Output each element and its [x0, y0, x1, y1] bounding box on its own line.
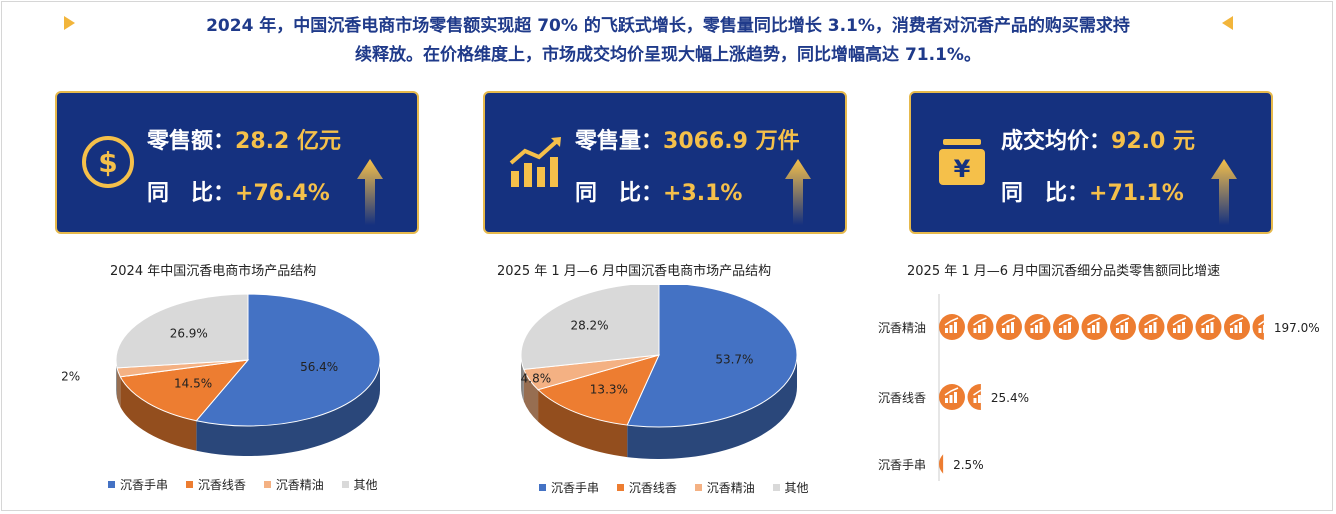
kpi-label-line: 零售额：28.2 亿元	[147, 129, 341, 154]
headline: 2024 年，中国沉香电商市场零售额实现超 70% 的飞跃式增长，零售量同比增长…	[60, 12, 1276, 70]
svg-text:$: $	[98, 146, 117, 179]
kpi-label-line: 零售量：3066.9 万件	[575, 129, 800, 154]
growth-chart-icon	[939, 384, 965, 410]
headline-line-1: 2024 年，中国沉香电商市场零售额实现超 70% 的飞跃式增长，零售量同比增长…	[206, 16, 1130, 36]
pie-slice-side	[120, 376, 197, 451]
svg-text:¥: ¥	[954, 155, 971, 183]
pie-slice-1	[626, 285, 798, 428]
growth-icon-bar-chart: 沉香精油 197.0% 沉香线香 25.4% 沉香手串 2.5%	[878, 294, 1320, 481]
legend-item: 其他	[341, 476, 378, 493]
pie-slice-side	[538, 389, 628, 458]
kpi-yoy-line: 同 比：+3.1%	[575, 181, 743, 206]
pie-chart-2024: 56.4% 14.5% 2.2% 26.9%	[60, 293, 381, 456]
bar-category-label: 沉香线香	[878, 391, 926, 405]
left-arrow-mark-icon	[64, 16, 75, 30]
legend-item: 沉香线香	[616, 479, 677, 496]
legend-item: 沉香手串	[108, 476, 168, 493]
bar-1	[939, 314, 1264, 340]
pie-chart-2025h1: 53.7% 13.3% 4.8% 28.2%	[520, 285, 798, 459]
growth-chart-icon	[939, 454, 944, 474]
growth-chart-icon	[967, 314, 994, 340]
bar-value-label: 2.5%	[953, 458, 984, 472]
pie-slice-side	[196, 360, 380, 456]
legend-item: 沉香手串	[539, 479, 599, 496]
pie-slice-side	[116, 367, 121, 407]
pie-slice-1	[195, 293, 381, 427]
right-arrow-mark-icon	[1222, 16, 1233, 30]
pie-side-walls	[116, 360, 380, 456]
pie-data-label: 2.2%	[60, 370, 80, 384]
up-arrow-icon	[357, 159, 383, 225]
pie-data-label: 28.2%	[570, 318, 608, 332]
legend-item: 沉香精油	[263, 476, 324, 493]
headline-line-2: 续释放。在价格维度上，市场成交均价呈现大幅上涨趋势，同比增幅高达 71.1%。	[355, 45, 981, 65]
pie-data-label: 13.3%	[590, 382, 628, 396]
kpi-card-retail-volume: 零售量：3066.9 万件 同 比：+3.1%	[483, 91, 847, 234]
kpi-value: 3066.9 万件	[663, 129, 800, 154]
kpi-value: 28.2 亿元	[235, 129, 341, 154]
pie-data-label: 14.5%	[174, 377, 212, 391]
bar-3	[939, 454, 944, 474]
pie-2024-legend: 沉香手串 沉香线香 沉香精油 其他	[108, 476, 392, 493]
yuan-box-icon: ¥	[939, 139, 985, 185]
bar-2	[939, 384, 981, 410]
pie-slice-side	[627, 355, 797, 459]
legend-item: 沉香线香	[185, 476, 246, 493]
kpi-yoy-value: +76.4%	[235, 181, 330, 206]
bar-category-label: 沉香手串	[878, 458, 926, 472]
growth-chart-icon	[1224, 314, 1250, 340]
growth-chart-icon	[996, 314, 1022, 340]
pie-data-label: 4.8%	[521, 372, 552, 386]
growth-chart-icon	[1024, 314, 1051, 340]
pie-data-label: 56.4%	[300, 360, 338, 374]
pie-2024-title: 2024 年中国沉香电商市场产品结构	[110, 264, 317, 279]
kpi-value: 92.0 元	[1111, 129, 1195, 154]
pie-data-label: 53.7%	[715, 353, 753, 367]
pie-2025h1-title: 2025 年 1 月—6 月中国沉香电商市场产品结构	[497, 264, 772, 279]
pie-slice-side	[521, 355, 524, 402]
pie-data-label: 26.9%	[170, 327, 208, 341]
growth-chart-icon	[1167, 314, 1193, 340]
pie-slice-2	[537, 354, 660, 426]
pie-slice-2	[119, 359, 250, 422]
dollar-coin-icon: $	[82, 136, 134, 188]
up-arrow-icon	[1211, 159, 1237, 225]
bar-growth-title: 2025 年 1 月—6 月中国沉香细分品类零售额同比增速	[907, 264, 1221, 279]
growth-chart-icon	[1252, 314, 1264, 340]
kpi-yoy-value: +71.1%	[1089, 181, 1184, 206]
growth-chart-icon	[1195, 314, 1222, 340]
kpi-card-average-price: ¥ 成交均价：92.0 元 同 比：+71.1%	[909, 91, 1273, 234]
up-arrow-icon	[785, 159, 811, 225]
bar-value-label: 25.4%	[991, 391, 1029, 405]
kpi-label-line: 成交均价：92.0 元	[1001, 129, 1195, 154]
legend-item: 沉香精油	[694, 479, 755, 496]
growth-chart-icon	[1138, 314, 1165, 340]
legend-item: 其他	[772, 479, 809, 496]
kpi-yoy-line: 同 比：+71.1%	[1001, 181, 1184, 206]
kpi-yoy-value: +3.1%	[663, 181, 743, 206]
growth-chart-icon	[1110, 314, 1136, 340]
pie-slice-4	[115, 293, 249, 369]
pie-slice-side	[523, 369, 539, 422]
growth-chart-icon	[1081, 314, 1108, 340]
kpi-yoy-line: 同 比：+76.4%	[147, 181, 330, 206]
pie-slice-side	[116, 360, 117, 398]
growth-chart-icon	[967, 384, 981, 410]
pie-2025h1-legend: 沉香手串 沉香线香 沉香精油 其他	[539, 479, 823, 496]
growth-chart-icon	[939, 314, 965, 340]
bar-value-label: 197.0%	[1274, 321, 1320, 335]
bar-category-label: 沉香精油	[878, 321, 926, 335]
pie-side-walls	[521, 355, 797, 459]
bar-growth-icon	[509, 137, 561, 187]
growth-chart-icon	[1053, 314, 1079, 340]
pie-slice-4	[520, 285, 660, 370]
kpi-card-retail-sales: $ 零售额：28.2 亿元 同 比：+76.4%	[55, 91, 419, 234]
